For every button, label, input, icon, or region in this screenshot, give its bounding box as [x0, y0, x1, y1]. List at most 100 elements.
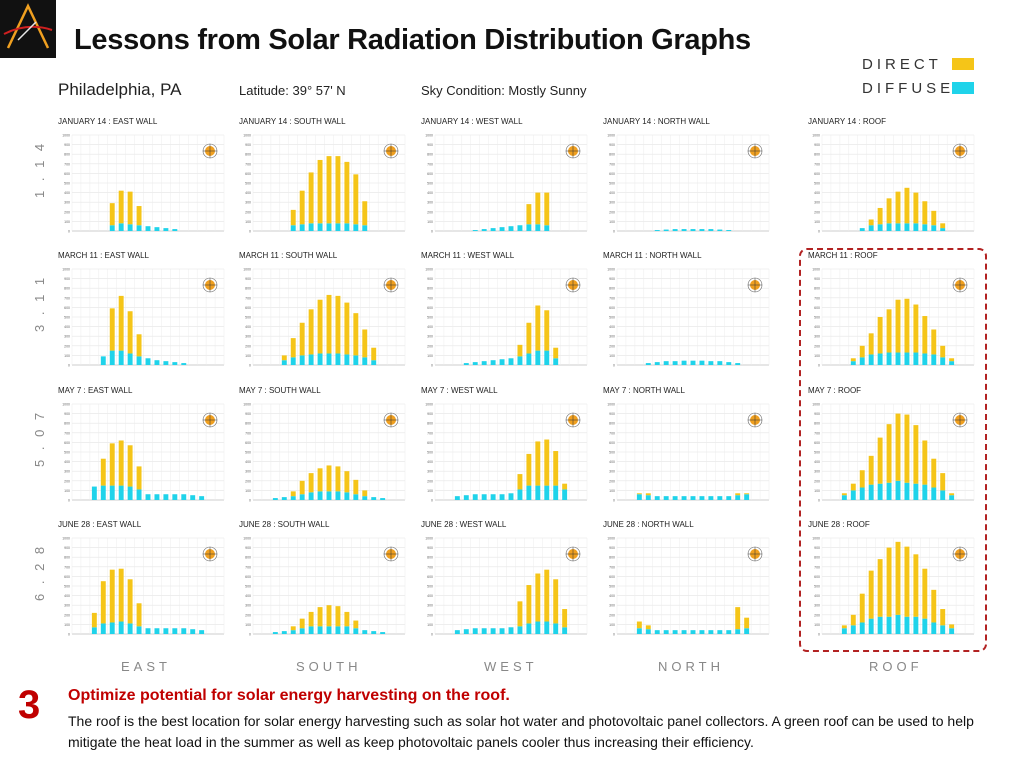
bar-direct: [290, 209, 296, 226]
y-tick-label: 200: [609, 210, 615, 214]
bar-diffuse: [859, 622, 865, 634]
y-tick-label: 700: [245, 431, 251, 435]
bar-diffuse: [699, 496, 705, 500]
bar-diffuse: [544, 350, 550, 365]
bar-diffuse: [517, 356, 523, 365]
bar-diffuse: [490, 360, 496, 365]
bar-diffuse: [922, 224, 928, 231]
chart-panel: 0 100 200 300 400 500 600 700 800 900 1000 MAY 7 : …: [603, 386, 773, 508]
bar-diffuse: [645, 629, 651, 634]
y-tick-label: 900: [64, 277, 70, 281]
y-tick-label: 500: [427, 316, 433, 320]
bar-diffuse: [922, 353, 928, 365]
bar-diffuse: [481, 361, 487, 365]
y-tick-label: 200: [814, 210, 820, 214]
bar-diffuse: [636, 628, 642, 634]
column-label-roof: ROOF: [869, 659, 923, 674]
y-tick-label: 300: [64, 335, 70, 339]
y-tick-label: 100: [814, 220, 820, 224]
bar-diffuse: [326, 491, 332, 500]
bar-direct: [931, 589, 937, 623]
bar-direct: [335, 156, 341, 224]
bar-direct: [362, 490, 368, 497]
bar-diffuse: [877, 616, 883, 634]
bar-direct: [544, 439, 550, 486]
bar-diffuse: [672, 630, 678, 634]
bar-diffuse: [690, 496, 696, 500]
bar-direct: [118, 568, 124, 622]
y-tick-label: 800: [814, 287, 820, 291]
bar-direct: [344, 302, 350, 355]
bar-direct: [904, 298, 910, 353]
y-tick-label: 400: [427, 325, 433, 329]
bar-diffuse: [308, 354, 314, 365]
sun-compass-icon: [747, 143, 763, 159]
chart-panel-title: JANUARY 14 : SOUTH WALL: [239, 117, 346, 126]
bar-direct: [922, 316, 928, 354]
y-tick-label: 300: [814, 201, 820, 205]
bar-direct: [940, 609, 946, 626]
bar-diffuse: [490, 628, 496, 634]
bar-diffuse: [371, 497, 377, 500]
chart-svg: 0 100 200 300 400 500 600 700 800 900 1000: [812, 134, 975, 234]
y-tick-label: 700: [245, 162, 251, 166]
y-tick-label: 400: [427, 191, 433, 195]
bar-diffuse: [895, 480, 901, 500]
bar-direct: [562, 609, 568, 628]
y-tick-label: 900: [245, 277, 251, 281]
y-tick-label: 900: [427, 143, 433, 147]
bar-diffuse: [681, 360, 687, 365]
y-tick-label: 400: [609, 191, 615, 195]
bar-direct: [344, 611, 350, 627]
y-tick-label: 800: [245, 153, 251, 157]
bar-diffuse: [508, 493, 514, 500]
bar-direct: [868, 455, 874, 485]
y-tick-label: 0: [818, 499, 820, 503]
bar-direct: [317, 299, 323, 354]
y-tick-label: 600: [814, 172, 820, 176]
bar-diffuse: [681, 229, 687, 231]
chart-panel-title: JANUARY 14 : ROOF: [808, 117, 886, 126]
bar-diffuse: [326, 353, 332, 365]
bar-direct: [886, 198, 892, 224]
chart-svg: 0 100 200 300 400 500 600 700 800 900 1000: [425, 268, 588, 368]
bar-diffuse: [317, 223, 323, 231]
y-tick-label: 400: [64, 594, 70, 598]
bar-diffuse: [859, 357, 865, 365]
bar-direct: [949, 624, 955, 629]
bar-direct: [91, 612, 97, 628]
y-tick-label: 600: [427, 575, 433, 579]
y-tick-label: 1000: [243, 537, 251, 541]
y-tick-label: 0: [431, 633, 433, 637]
bar-direct: [535, 441, 541, 486]
y-tick-label: 600: [609, 306, 615, 310]
bar-direct: [136, 334, 142, 357]
chart-svg: 0 100 200 300 400 500 600 700 800 900 1000: [243, 268, 406, 368]
chart-panel: 0 100 200 300 400 500 600 700 800 900 1000 JUNE 28 …: [239, 520, 409, 642]
bar-direct: [118, 440, 124, 486]
bar-diffuse: [145, 494, 151, 500]
bar-diffuse: [326, 626, 332, 634]
y-tick-label: 900: [427, 412, 433, 416]
y-tick-label: 300: [609, 201, 615, 205]
row-label-mar: 3 . 1 1: [32, 274, 47, 332]
bar-direct: [636, 621, 642, 629]
bar-diffuse: [535, 485, 541, 500]
bar-direct: [859, 345, 865, 358]
bar-diffuse: [654, 496, 660, 500]
y-tick-label: 800: [427, 556, 433, 560]
bar-diffuse: [744, 628, 750, 634]
bar-diffuse: [353, 494, 359, 500]
y-tick-label: 500: [814, 451, 820, 455]
y-tick-label: 800: [427, 422, 433, 426]
bar-diffuse: [699, 360, 705, 365]
y-tick-label: 500: [245, 585, 251, 589]
y-tick-label: 900: [64, 143, 70, 147]
y-tick-label: 800: [245, 556, 251, 560]
bar-diffuse: [362, 357, 368, 365]
legend-diffuse: DIFFUSE: [862, 76, 982, 100]
bar-direct: [100, 458, 106, 486]
bar-diffuse: [913, 616, 919, 634]
bar-direct: [109, 308, 115, 351]
bar-direct: [526, 453, 532, 486]
